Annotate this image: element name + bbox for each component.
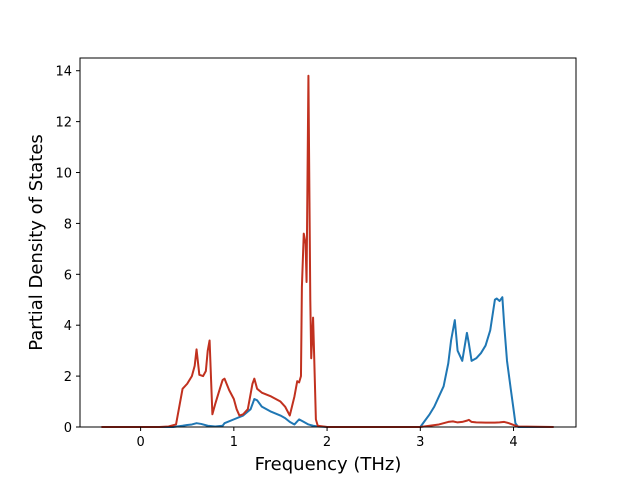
x-tick-label: 1 — [230, 435, 238, 450]
y-axis-ticks: 0 2 4 6 8 10 12 14 — [55, 65, 80, 436]
y-tick-label: 14 — [55, 65, 72, 80]
y-tick-label: 12 — [55, 116, 72, 131]
y-tick-label: 2 — [64, 370, 72, 385]
y-tick-label: 8 — [64, 217, 72, 232]
x-tick-label: 2 — [323, 435, 331, 450]
x-axis-ticks: 0 1 2 3 4 — [136, 427, 518, 450]
y-axis-label: Partial Density of States — [26, 134, 47, 351]
axes-frame — [79, 57, 577, 428]
series-line-2 — [101, 74, 554, 428]
x-tick-label: 3 — [416, 435, 424, 450]
y-tick-label: 0 — [64, 421, 72, 436]
x-tick-label: 4 — [509, 435, 517, 450]
y-tick-label: 4 — [64, 319, 72, 334]
x-axis-label: Frequency (THz) — [255, 454, 402, 475]
y-tick-label: 6 — [64, 268, 72, 283]
x-tick-label: 0 — [136, 435, 144, 450]
y-tick-label: 10 — [55, 167, 72, 182]
